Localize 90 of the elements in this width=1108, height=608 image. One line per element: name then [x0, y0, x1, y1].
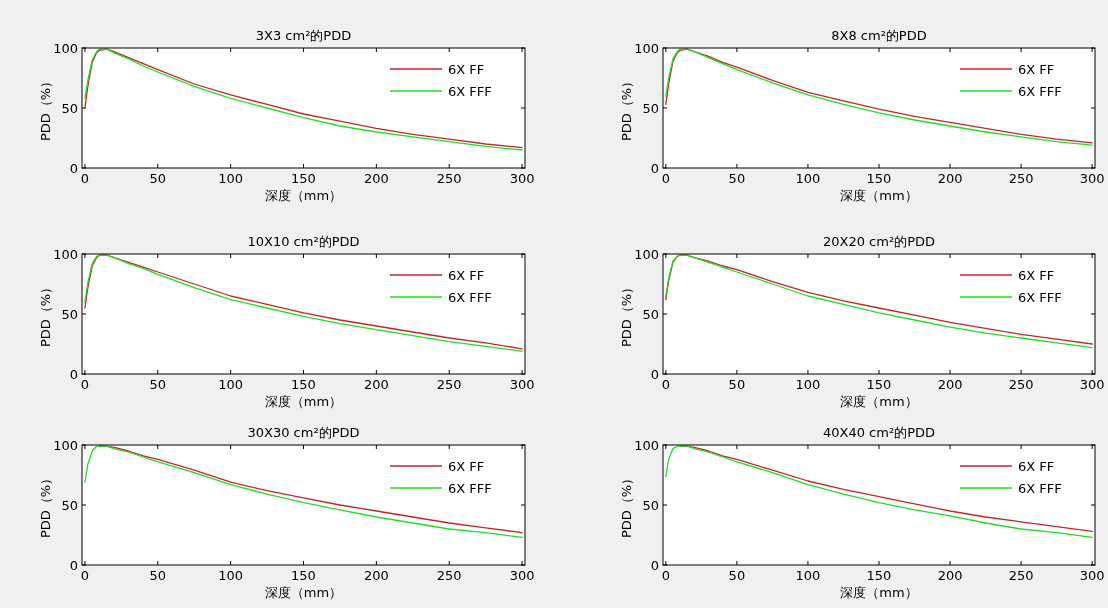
x-tick-label: 300 [1079, 568, 1105, 583]
x-tick-label: 0 [80, 568, 90, 583]
y-axis-title: PDD（%） [619, 74, 634, 142]
y-tick-label: 50 [61, 307, 78, 322]
x-tick-label: 250 [436, 171, 462, 186]
x-tick-label: 250 [1008, 568, 1034, 583]
y-tick-label: 100 [634, 41, 659, 56]
legend-label: 6X FF [448, 459, 485, 474]
x-tick-label: 300 [1079, 171, 1105, 186]
y-tick-label: 50 [642, 307, 659, 322]
y-axis-title: PDD（%） [619, 471, 634, 539]
x-tick-label: 250 [436, 377, 462, 392]
chart-title: 30X30 cm²的PDD [247, 425, 360, 440]
legend-label: 6X FFF [1018, 290, 1062, 305]
x-axis-title: 深度（mm） [264, 188, 343, 203]
x-tick-label: 50 [149, 568, 167, 583]
x-tick-label: 200 [937, 171, 963, 186]
x-tick-label: 0 [661, 377, 670, 392]
x-tick-label: 50 [728, 377, 746, 392]
chart-title: 10X10 cm²的PDD [247, 234, 360, 249]
x-axis-title: 深度（mm） [264, 394, 343, 409]
x-tick-label: 300 [509, 568, 535, 583]
y-axis-title: PDD（%） [38, 280, 53, 348]
x-tick-label: 0 [80, 377, 90, 392]
chart-title: 8X8 cm²的PDD [831, 28, 927, 43]
x-tick-label: 50 [149, 171, 167, 186]
x-axis-title: 深度（mm） [840, 585, 918, 600]
x-tick-label: 150 [866, 171, 892, 186]
x-tick-label: 0 [661, 568, 670, 583]
chart-title: 20X20 cm²的PDD [822, 234, 936, 249]
x-tick-label: 50 [728, 171, 746, 186]
x-tick-label: 150 [291, 568, 316, 583]
x-tick-label: 200 [363, 568, 389, 583]
y-tick-label: 100 [53, 41, 78, 56]
y-tick-label: 50 [642, 498, 659, 513]
legend-label: 6X FFF [448, 290, 492, 305]
legend-label: 6X FFF [1018, 481, 1062, 496]
chart-title: 3X3 cm²的PDD [255, 28, 352, 43]
y-tick-label: 100 [634, 438, 659, 453]
y-tick-label: 100 [634, 247, 659, 262]
x-tick-label: 250 [1008, 171, 1034, 186]
y-axis-title: PDD（%） [38, 471, 53, 539]
legend-label: 6X FF [1018, 62, 1055, 77]
y-tick-label: 0 [650, 161, 659, 176]
legend-label: 6X FF [1018, 268, 1055, 283]
y-tick-label: 0 [650, 558, 659, 573]
x-tick-label: 150 [866, 568, 892, 583]
x-tick-label: 100 [795, 171, 821, 186]
legend-label: 6X FFF [1018, 84, 1062, 99]
y-axis-title: PDD（%） [619, 280, 634, 348]
x-tick-label: 50 [728, 568, 746, 583]
y-axis-title: PDD（%） [38, 74, 53, 142]
legend-label: 6X FF [1018, 459, 1055, 474]
chart-title: 40X40 cm²的PDD [822, 425, 936, 440]
x-tick-label: 250 [1008, 377, 1034, 392]
x-tick-label: 100 [218, 568, 244, 583]
x-axis-title: 深度（mm） [840, 188, 918, 203]
x-tick-label: 250 [436, 568, 462, 583]
x-tick-label: 0 [661, 171, 670, 186]
y-tick-label: 100 [53, 247, 78, 262]
x-axis-title: 深度（mm） [264, 585, 343, 600]
x-tick-label: 200 [363, 377, 389, 392]
x-tick-label: 200 [937, 377, 963, 392]
x-tick-label: 300 [509, 171, 535, 186]
x-tick-label: 300 [1079, 377, 1105, 392]
x-tick-label: 200 [363, 171, 389, 186]
x-tick-label: 100 [795, 377, 821, 392]
y-tick-label: 0 [69, 161, 78, 176]
x-tick-label: 150 [866, 377, 892, 392]
y-tick-label: 0 [69, 367, 78, 382]
legend-label: 6X FF [448, 62, 485, 77]
y-tick-label: 0 [69, 558, 78, 573]
x-tick-label: 50 [149, 377, 167, 392]
x-tick-label: 200 [937, 568, 963, 583]
legend-label: 6X FF [448, 268, 485, 283]
x-tick-label: 100 [218, 377, 244, 392]
x-tick-label: 150 [291, 377, 316, 392]
x-tick-label: 0 [80, 171, 90, 186]
y-tick-label: 50 [61, 498, 78, 513]
y-tick-label: 0 [650, 367, 659, 382]
legend-label: 6X FFF [448, 84, 492, 99]
x-tick-label: 100 [218, 171, 244, 186]
y-tick-label: 50 [642, 101, 659, 116]
x-tick-label: 300 [509, 377, 535, 392]
x-tick-label: 100 [795, 568, 821, 583]
legend-label: 6X FFF [448, 481, 492, 496]
x-axis-title: 深度（mm） [840, 394, 918, 409]
y-tick-label: 100 [53, 438, 78, 453]
y-tick-label: 50 [61, 101, 78, 116]
x-tick-label: 150 [291, 171, 316, 186]
